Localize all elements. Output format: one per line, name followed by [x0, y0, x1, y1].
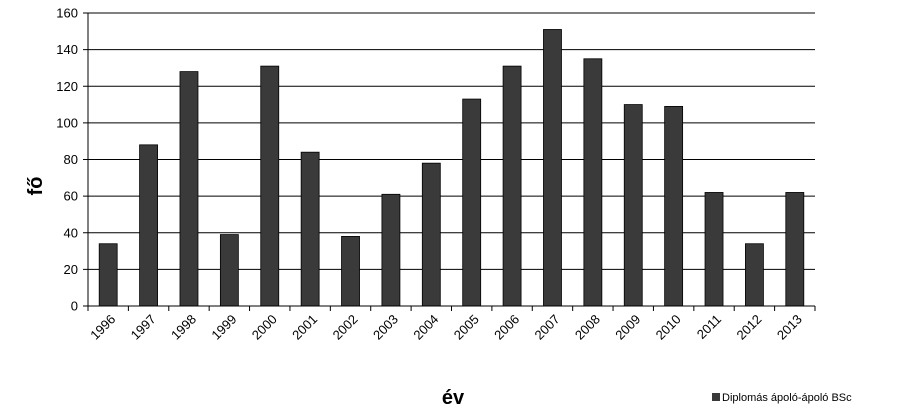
x-tick-labels: 1996 1997 1998 1999 2000 2001 2002 2003 2004 2005…: [87, 306, 816, 343]
y-tick-label: 20: [64, 262, 78, 277]
bar: [139, 144, 158, 307]
x-tick-label: 2002: [330, 312, 361, 343]
bar: [179, 71, 199, 307]
y-tick-label: 60: [64, 189, 78, 204]
legend-swatch: [712, 393, 720, 401]
bar: [664, 105, 684, 307]
y-tick-label: 100: [56, 115, 78, 130]
x-tick-label: 1996: [87, 312, 118, 343]
x-tick-label: 2003: [370, 312, 401, 343]
y-tick-label: 140: [56, 42, 78, 57]
bar: [583, 58, 603, 307]
y-tick-label: 120: [56, 79, 78, 94]
x-tick-label: 1998: [168, 312, 199, 343]
legend-label: Diplomás ápoló-ápoló BSc: [722, 392, 852, 404]
bar: [745, 243, 764, 307]
bar: [381, 193, 401, 307]
bar: [623, 104, 643, 307]
bar: [300, 151, 320, 307]
bar: [219, 234, 239, 307]
y-tick-labels: 0 20 40 60 80 100 120 140 160: [56, 6, 88, 314]
x-tick-label: 2013: [774, 312, 805, 343]
bar: [502, 65, 522, 307]
bar: [785, 192, 805, 307]
x-axis-title: év: [442, 387, 465, 409]
y-tick-label: 0: [71, 299, 78, 314]
x-tick-label: 2004: [410, 312, 441, 343]
x-tick-label: 2012: [733, 312, 764, 343]
gridlines: [88, 12, 815, 307]
legend: Diplomás ápoló-ápoló BSc: [712, 392, 852, 404]
y-tick-label: 80: [64, 152, 78, 167]
y-tick-label: 160: [56, 6, 78, 21]
bar: [260, 65, 280, 307]
x-tick-label: 2009: [612, 312, 643, 343]
x-tick-label: 2005: [451, 312, 482, 343]
y-axis-title: fő: [25, 177, 47, 196]
bar: [421, 162, 441, 307]
x-tick-label: 1999: [208, 312, 239, 343]
bar: [98, 243, 118, 307]
x-tick-label: 2010: [653, 312, 684, 343]
x-tick-label: 2001: [289, 312, 320, 343]
bar: [462, 98, 482, 307]
x-tick-label: 1997: [128, 312, 159, 343]
x-tick-label: 2007: [532, 312, 563, 343]
y-tick-label: 40: [64, 225, 78, 240]
x-tick-label: 2011: [694, 312, 724, 342]
x-tick-label: 2000: [249, 312, 280, 343]
x-tick-label: 2008: [572, 312, 603, 343]
bar: [341, 236, 360, 307]
bars: [98, 29, 805, 307]
bar: [543, 29, 562, 307]
bar: [704, 192, 724, 307]
x-tick-label: 2006: [491, 312, 522, 343]
